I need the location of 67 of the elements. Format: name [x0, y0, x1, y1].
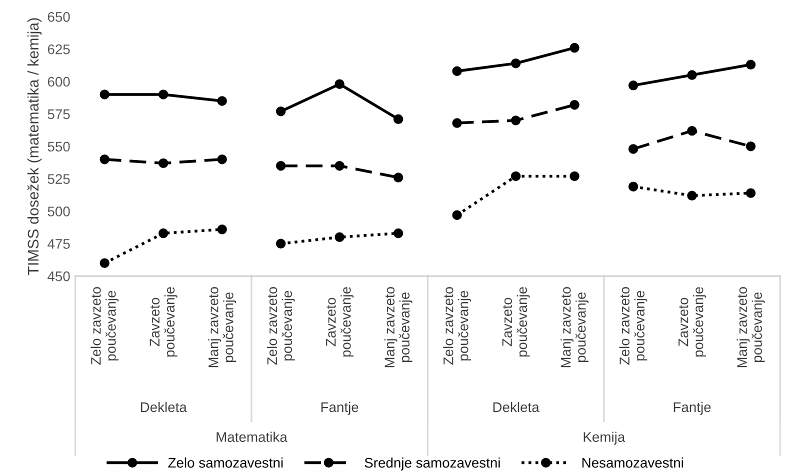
x-tick-label: Zelo zavzeto poučevanje	[266, 287, 295, 365]
text: Matematika	[216, 432, 288, 442]
y-tick-label: 500	[48, 206, 70, 216]
point	[687, 70, 697, 80]
point	[746, 142, 756, 152]
x-tick-label: Zelo zavzeto poučevanje	[90, 287, 119, 365]
point	[746, 188, 756, 198]
x-tick-label: Zavzeto poučevanje	[502, 287, 530, 357]
point	[393, 114, 404, 124]
x-tick-label: Zelo zavzeto poučevanje	[619, 287, 648, 365]
point	[158, 90, 168, 100]
point	[100, 258, 110, 268]
point	[276, 238, 286, 249]
point	[510, 171, 521, 182]
y-tick-label: 575	[48, 109, 70, 120]
text: Dekleta	[493, 402, 540, 412]
point	[452, 66, 462, 76]
point	[510, 58, 521, 68]
legend-label: Srednje samozavestni	[364, 457, 500, 470]
text: Fantje	[674, 402, 711, 415]
x-tick-label: Manj zavzeto poučevanje	[560, 287, 589, 368]
x-tick-label: Manj zavzeto poučevanje	[384, 287, 412, 368]
point	[217, 224, 227, 234]
x-tick-label: Manj zavzeto poučevanje	[736, 287, 765, 368]
point	[217, 154, 227, 164]
point	[510, 116, 521, 126]
y-tick-label: 550	[48, 142, 70, 152]
x-tick-label: Zavzeto poučevanje	[678, 287, 706, 357]
point	[276, 106, 286, 116]
point	[100, 154, 110, 164]
point	[452, 118, 462, 128]
y-tick-label: 525	[48, 174, 70, 184]
point	[687, 190, 697, 201]
point	[334, 79, 344, 89]
x-tick-label: Zelo zavzeto poučevanje	[443, 287, 472, 365]
y-tick-label: 475	[48, 239, 70, 249]
y-tick-label: 650	[48, 12, 70, 22]
point	[687, 126, 697, 136]
point	[158, 158, 168, 168]
y-axis-title: TIMSS dosežek (matematika / kemija)	[27, 18, 42, 276]
x-tick-label: Zavzeto poučevanje	[150, 287, 178, 357]
text: Fantje	[321, 402, 358, 415]
text: Dekleta	[140, 402, 187, 412]
point	[628, 80, 638, 90]
point	[158, 228, 168, 238]
y-tick-label: 600	[48, 76, 70, 87]
text: Kemija	[584, 432, 626, 445]
y-tick-label: 450	[48, 271, 70, 282]
y-tick-label: 625	[48, 44, 70, 54]
point	[570, 42, 580, 53]
point	[628, 144, 638, 154]
x-tick-label: Manj zavzeto poučevanje	[208, 287, 236, 368]
point	[334, 232, 344, 242]
point	[628, 182, 638, 192]
point	[746, 60, 756, 70]
point	[217, 96, 227, 106]
point	[276, 160, 286, 171]
x-tick-label: Zavzeto poučevanje	[326, 287, 354, 357]
point	[570, 100, 580, 110]
point	[570, 171, 580, 182]
point	[334, 160, 344, 171]
point	[100, 90, 110, 100]
point	[452, 210, 462, 220]
point	[393, 228, 404, 238]
legend-label: Zelo samozavestni	[168, 457, 283, 468]
legend-label: Nesamozavestni	[582, 457, 684, 468]
point	[393, 172, 404, 182]
